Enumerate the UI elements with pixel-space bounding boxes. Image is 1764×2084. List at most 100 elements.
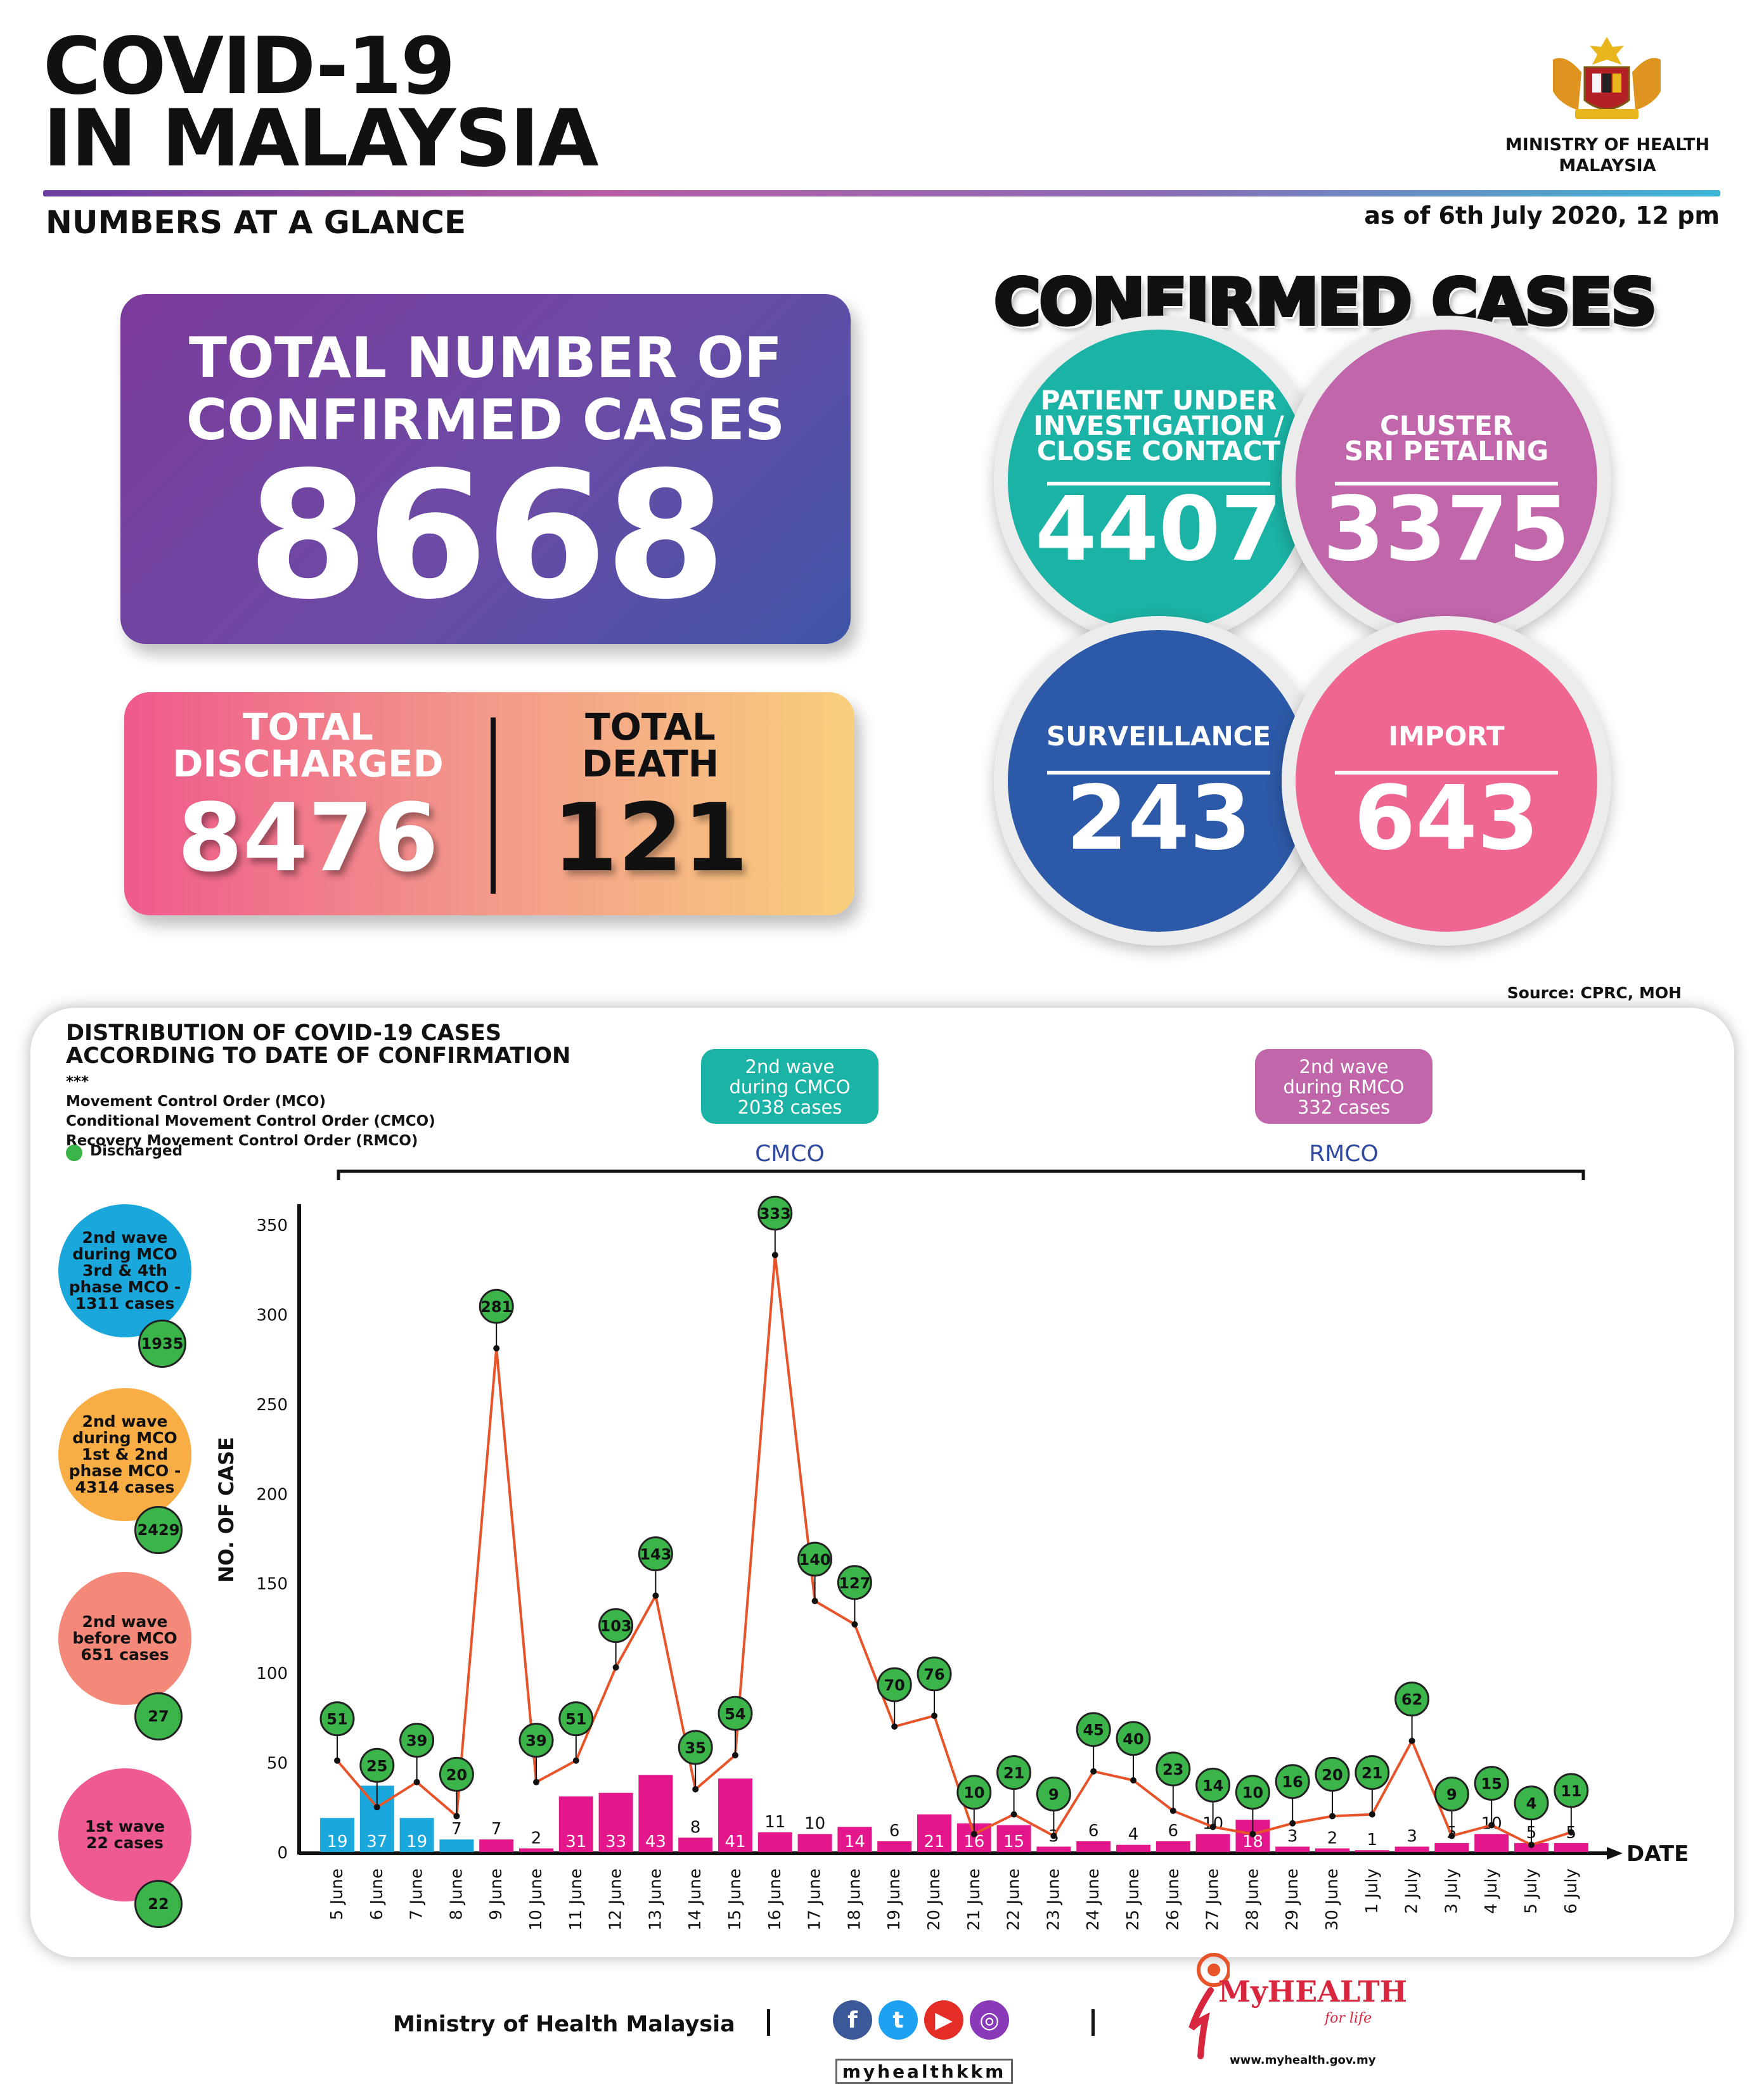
bar-value-label: 3 — [1407, 1827, 1417, 1846]
bar-value-label: 4 — [1128, 1825, 1139, 1844]
discharged-value-label: 281 — [480, 1298, 512, 1316]
pui-label-line3: CLOSE CONTACT — [1036, 435, 1281, 466]
x-tick-label: 10 June — [527, 1869, 546, 1931]
discharged-marker — [479, 1289, 514, 1324]
bar-value-label: 3 — [1287, 1827, 1298, 1846]
side-wave-mco-34-badge: 1935 — [138, 1320, 186, 1368]
era-bracket — [337, 1169, 1585, 1180]
footer-divider-2 — [1091, 2009, 1095, 2036]
rmco-label: RMCO — [1309, 1141, 1379, 1167]
discharged-value-label: 76 — [924, 1666, 944, 1683]
total-death-label: TOTAL DEATH — [505, 709, 796, 782]
instagram-icon[interactable]: ◎ — [970, 2000, 1009, 2040]
discharged-marker — [319, 1701, 355, 1737]
bar-value-label: 6 — [1088, 1822, 1099, 1841]
bar-value-label: 43 — [645, 1832, 666, 1851]
x-tick-label: 5 July — [1522, 1869, 1541, 1914]
discharged-value-label: 51 — [326, 1711, 347, 1728]
myhealth-figure-icon — [1188, 1953, 1230, 2059]
bar-value-label: 2 — [1327, 1829, 1338, 1848]
header-divider — [43, 190, 1720, 196]
x-tick-label: 27 June — [1204, 1869, 1223, 1931]
bar-value-label: 2 — [531, 1829, 542, 1848]
side-wave-mco-12-line1: 2nd wave — [82, 1412, 168, 1431]
x-tick-label: 29 June — [1283, 1869, 1302, 1931]
discharged-marker — [1076, 1712, 1111, 1747]
discharged-marker — [757, 1195, 793, 1231]
cluster-label-line2: SRI PETALING — [1344, 435, 1549, 466]
pui-label-line1: PATIENT UNDER — [1040, 385, 1277, 416]
x-tick-label: 9 June — [487, 1869, 506, 1920]
total-confirmed-label-line1: TOTAL NUMBER OF — [188, 325, 783, 390]
pui-value: 4407 — [1035, 478, 1282, 581]
bar-value-label: 1 — [1367, 1830, 1378, 1849]
footer-divider-1 — [767, 2009, 770, 2036]
side-wave-mco-34-text: 2nd wave during MCO 3rd & 4th phase MCO … — [69, 1230, 181, 1312]
myhealth-url: www.myhealth.gov.my — [1230, 2054, 1376, 2067]
discharged-marker — [359, 1747, 395, 1783]
discharged-value-label: 54 — [724, 1705, 745, 1723]
discharged-polyline — [336, 1254, 1572, 1846]
cmco-box-line3: 2038 cases — [737, 1097, 842, 1118]
bar — [1076, 1841, 1111, 1852]
youtube-icon[interactable]: ▶ — [924, 2000, 963, 2040]
x-tick-label: 8 June — [447, 1869, 466, 1920]
total-death: TOTAL DEATH 121 — [505, 709, 796, 889]
page-subtitle: NUMBERS AT A GLANCE — [46, 204, 467, 241]
import-rule — [1334, 771, 1559, 775]
discharged-marker — [1514, 1785, 1549, 1821]
x-tick-label: 4 July — [1482, 1869, 1501, 1914]
total-discharged-label-line2: DISCHARGED — [172, 742, 444, 785]
bar-value-label: 19 — [406, 1832, 427, 1851]
import-label: IMPORT — [1388, 721, 1505, 752]
discharged-marker — [1554, 1773, 1589, 1808]
discharged-value-label: 40 — [1123, 1730, 1143, 1748]
x-tick-label: 1 July — [1363, 1869, 1382, 1914]
bar — [996, 1825, 1031, 1852]
chart-title-line2: ACCORDING TO DATE OF CONFIRMATION — [66, 1043, 571, 1069]
discharged-marker — [1156, 1751, 1191, 1787]
y-tick-label: 50 — [267, 1754, 288, 1773]
x-tick-label: 25 June — [1124, 1869, 1143, 1931]
discharged-value-label: 45 — [1083, 1721, 1104, 1739]
bar-value-label: 11 — [764, 1813, 785, 1832]
notes-mark: *** — [66, 1074, 89, 1090]
side-wave-mco-34-line2: during MCO — [72, 1245, 177, 1263]
discharged-marker — [956, 1775, 992, 1810]
discharged-marker — [1195, 1767, 1231, 1803]
total-discharged-label: TOTAL DISCHARGED — [124, 709, 492, 782]
cmco-box-line1: 2nd wave — [745, 1056, 835, 1077]
bar — [1434, 1843, 1469, 1852]
x-tick-label: 13 June — [646, 1869, 665, 1931]
x-tick-label: 18 June — [845, 1869, 864, 1931]
total-discharged-label-line1: TOTAL — [243, 705, 373, 749]
era-bracket-line — [337, 1169, 1585, 1180]
note-cmco: Conditional Movement Control Order (CMCO… — [66, 1113, 435, 1129]
bar — [678, 1837, 713, 1852]
discharged-value-label: 39 — [406, 1732, 427, 1750]
discharged-value-label: 103 — [600, 1618, 632, 1635]
as-of-date: as of 6th July 2020, 12 pm — [1364, 202, 1720, 229]
x-tick-label: 14 June — [686, 1869, 705, 1931]
total-confirmed-label-line2: CONFIRMED CASES — [186, 387, 785, 453]
side-wave-first: 1st wave 22 cases — [58, 1768, 191, 1901]
cmco-box-line2: during CMCO — [729, 1076, 851, 1098]
discharged-value-label: 15 — [1481, 1775, 1502, 1793]
discharged-marker — [399, 1723, 435, 1758]
title-line2: IN MALAYSIA — [43, 93, 599, 184]
cluster-rule — [1334, 482, 1559, 486]
discharged-marker — [1036, 1777, 1071, 1812]
bar — [1156, 1841, 1190, 1852]
bar — [479, 1839, 514, 1852]
bar — [1315, 1848, 1349, 1852]
x-tick-labels: 5 June 6 June 7 June 8 June 9 June 10 June 11 … — [328, 1869, 1581, 1931]
bar — [1394, 1846, 1429, 1852]
chart-title-line1: DISTRIBUTION OF COVID-19 CASES — [66, 1020, 502, 1046]
twitter-icon[interactable]: t — [879, 2000, 918, 2040]
discharged-value-label: 9 — [1048, 1786, 1059, 1804]
chart-axes: 0 50 100 150 200 250 300 350 NO. OF CASE DATE — [214, 1204, 1689, 1867]
discharged-value-label: 10 — [1242, 1784, 1263, 1802]
total-confirmed-card: TOTAL NUMBER OF CONFIRMED CASES 8668 — [120, 294, 851, 644]
facebook-icon[interactable]: f — [833, 2000, 872, 2040]
surveillance-rule — [1046, 771, 1271, 775]
